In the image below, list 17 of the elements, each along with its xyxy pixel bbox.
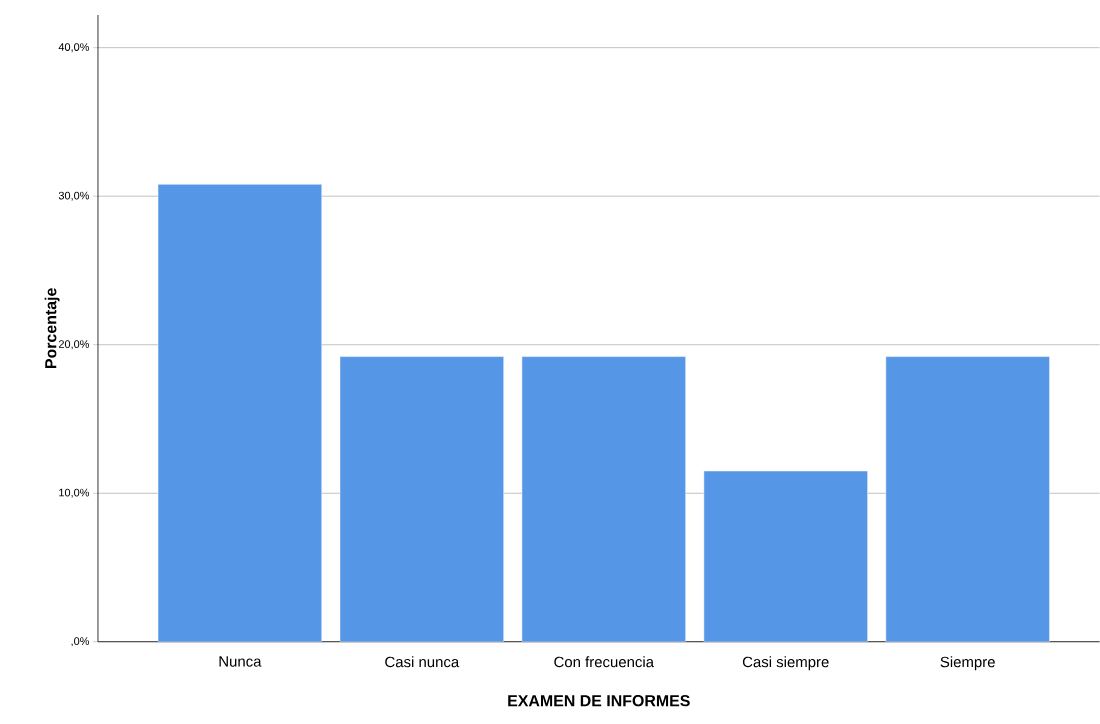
- y-axis-title: Porcentaje: [44, 288, 60, 369]
- bar: [339, 356, 504, 642]
- x-tick-label: Siempre: [940, 656, 995, 671]
- bar: [885, 356, 1050, 642]
- y-tick-label: 30,0%: [58, 191, 90, 201]
- bar: [157, 184, 323, 642]
- x-tick-label: Casi nunca: [385, 656, 460, 668]
- x-axis-title: EXAMEN DE INFORMES: [508, 695, 690, 707]
- y-tick-label: ,0%: [71, 637, 90, 647]
- y-tick-label: 40,0%: [58, 43, 90, 53]
- y-tick-label: 10,0%: [59, 488, 90, 498]
- x-tick-label: Casi siempre: [742, 656, 829, 671]
- bar: [703, 470, 868, 642]
- y-tick-label: 20,0%: [58, 340, 90, 350]
- bar: [521, 356, 686, 642]
- x-tick-label: Nunca: [219, 656, 262, 667]
- x-tick-label: Con frecuencia: [554, 656, 655, 668]
